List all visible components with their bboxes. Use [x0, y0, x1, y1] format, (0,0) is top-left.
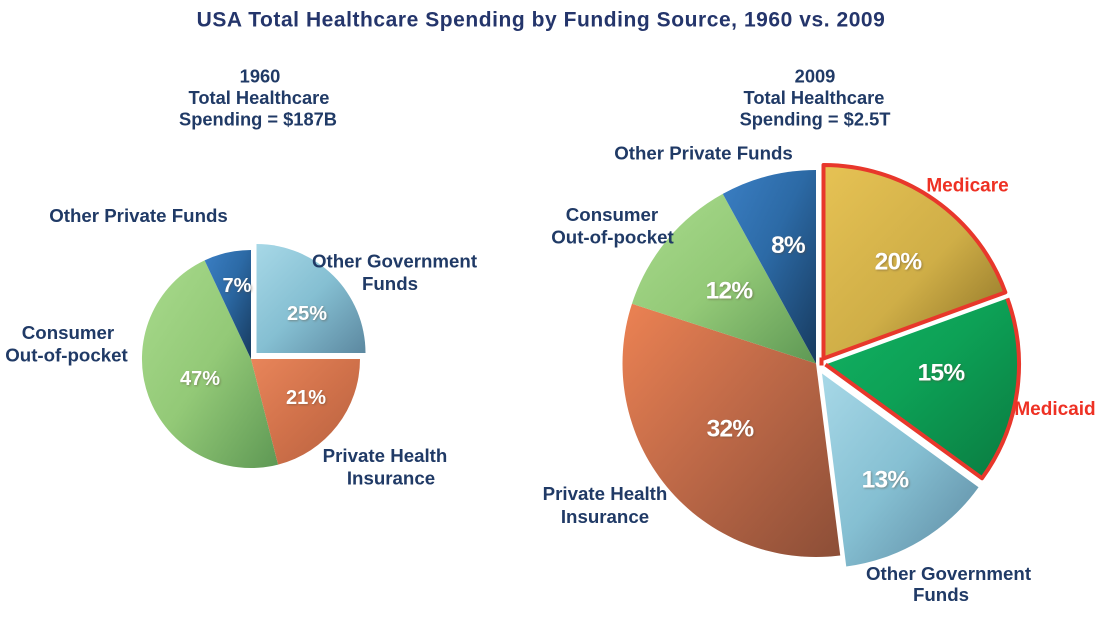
svg-text:Consumer: Consumer: [22, 322, 114, 343]
svg-text:12%: 12%: [706, 278, 754, 305]
svg-text:Private Health: Private Health: [543, 483, 668, 504]
svg-text:Insurance: Insurance: [561, 506, 649, 527]
svg-text:Medicare: Medicare: [926, 176, 1008, 197]
svg-text:25%: 25%: [287, 303, 327, 325]
svg-text:Private Health: Private Health: [323, 445, 448, 466]
svg-text:Spending = $187B: Spending = $187B: [179, 108, 337, 129]
svg-text:15%: 15%: [918, 360, 966, 387]
svg-text:Funds: Funds: [362, 273, 418, 294]
svg-text:Medicaid: Medicaid: [1014, 399, 1095, 420]
svg-text:Spending = $2.5T: Spending = $2.5T: [740, 108, 891, 129]
svg-text:13%: 13%: [862, 467, 910, 494]
svg-text:Insurance: Insurance: [347, 468, 435, 489]
svg-text:Total Healthcare: Total Healthcare: [189, 87, 330, 108]
svg-text:20%: 20%: [875, 249, 923, 276]
svg-text:Total Healthcare: Total Healthcare: [744, 87, 885, 108]
svg-text:Other Government: Other Government: [866, 563, 1031, 584]
svg-text:32%: 32%: [707, 416, 755, 443]
svg-text:47%: 47%: [180, 368, 220, 390]
svg-text:1960: 1960: [240, 66, 281, 87]
svg-text:Other Private Funds: Other Private Funds: [49, 205, 228, 226]
svg-text:Out-of-pocket: Out-of-pocket: [551, 227, 674, 248]
svg-text:Out-of-pocket: Out-of-pocket: [5, 345, 128, 366]
svg-text:2009: 2009: [795, 66, 836, 87]
svg-text:Funds: Funds: [913, 584, 969, 605]
svg-text:21%: 21%: [286, 387, 326, 409]
svg-text:7%: 7%: [223, 275, 252, 297]
svg-text:8%: 8%: [771, 232, 806, 259]
svg-text:Consumer: Consumer: [566, 204, 658, 225]
svg-text:USA Total Healthcare Spending: USA Total Healthcare Spending by Funding…: [197, 9, 886, 32]
svg-text:Other Government: Other Government: [312, 251, 477, 272]
svg-text:Other Private Funds: Other Private Funds: [614, 143, 793, 164]
